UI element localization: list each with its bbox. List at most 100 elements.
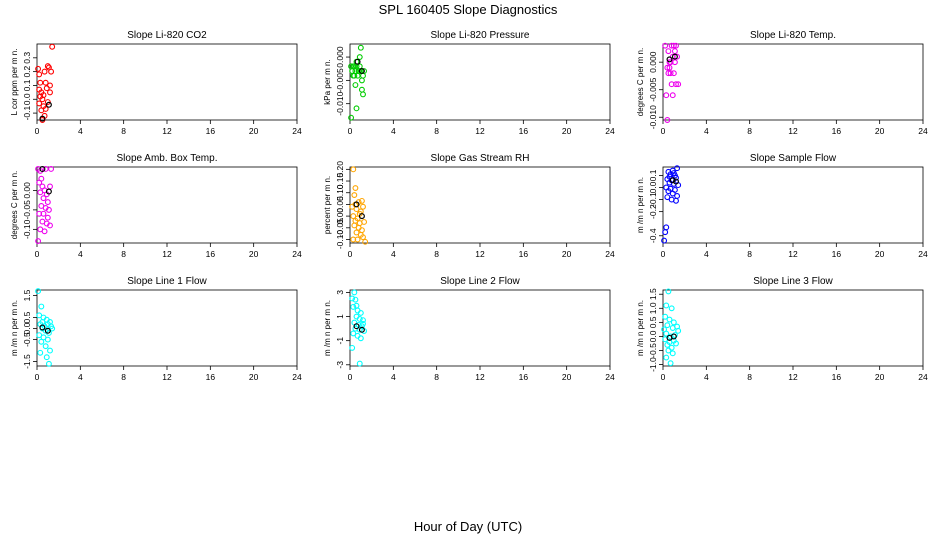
y-tick-label: -0.005 [648,77,658,101]
data-point [669,190,676,197]
x-tick-label: 0 [35,249,40,259]
data-point [673,42,679,49]
x-tick-label: 12 [788,126,798,136]
data-point [666,64,673,71]
data-point [49,43,56,50]
data-point [664,322,671,329]
x-tick-label: 12 [788,372,798,382]
x-tick-label: 24 [605,126,615,136]
data-point [44,99,51,105]
data-point [351,63,358,70]
panel-title: Slope Sample Flow [750,153,837,164]
mean-point [39,115,46,122]
x-tick-label: 20 [249,126,259,136]
panel-3: Slope Li-820 Temp. 0 4 8 12 16 20 24 -0.010 -0.00… [636,30,928,136]
panel-4: Slope Amb. Box Temp. 0 4 8 12 16 20 24 -0.10-0.0… [10,153,302,259]
data-point [37,189,44,196]
data-point [42,79,49,86]
y-tick-label: 0.0 [648,330,658,342]
data-point [662,313,669,320]
x-tick-label: 12 [475,249,485,259]
y-tick-label: -0.010 [648,105,658,129]
x-tick-label: 4 [78,372,83,382]
data-point [352,185,359,191]
data-point [40,195,47,202]
data-point [358,197,365,204]
x-tick-label: 16 [206,372,216,382]
x-tick-label: 16 [832,249,842,259]
x-tick-label: 4 [391,372,396,382]
y-tick-label: -1.5 [22,354,32,369]
y-tick-label: 0.15 [335,172,345,189]
panel-title: Slope Li-820 Temp. [750,30,836,41]
mean-point [358,68,365,75]
data-point [670,170,677,176]
y-tick-label: -3 [335,361,345,369]
data-point [353,302,360,309]
data-point [666,316,673,323]
x-tick-label: 8 [121,372,126,382]
y-tick-label: -0.05 [335,218,345,238]
data-point [667,70,674,77]
y-tick-label: -0.5 [648,343,658,358]
data-point [673,340,679,347]
x-tick-label: 12 [475,126,485,136]
x-tick-label: 8 [121,126,126,136]
x-tick-label: 24 [292,249,302,259]
mean-point [39,324,46,331]
plot-frame [662,166,924,244]
data-point [355,68,362,74]
x-tick-label: 16 [519,126,529,136]
data-point [40,210,47,217]
mean-point [671,53,678,60]
x-tick-label: 8 [747,126,752,136]
y-tick-label: 0.10 [335,184,345,201]
x-tick-label: 12 [788,249,798,259]
data-point [663,354,670,361]
data-point [35,288,42,295]
data-point [42,165,49,172]
panel-title: Slope Amb. Box Temp. [117,153,218,164]
data-point [664,64,671,71]
data-point [353,105,360,112]
y-axis-label: m /m n per m n. [636,300,645,356]
y-tick-label: -0.5 [22,332,32,347]
x-tick-label: 8 [121,249,126,259]
data-point [675,81,682,88]
data-point [673,197,679,204]
y-tick-label: -0.1 [648,192,658,207]
panel-title: Slope Li-820 Pressure [431,30,530,41]
panel-5: Slope Gas Stream RH 0 4 8 12 16 20 24 -0.10-0.05… [323,153,615,259]
data-point [360,320,366,327]
x-tick-label: 0 [35,126,40,136]
x-tick-label: 8 [747,249,752,259]
data-point [47,89,53,96]
x-tick-label: 8 [747,372,752,382]
panel-title: Slope Line 1 Flow [127,276,207,287]
data-point [668,305,675,312]
panel-2: Slope Li-820 Pressure 0 4 8 12 16 20 24 -0.010-0… [323,30,615,136]
x-tick-label: 0 [348,249,353,259]
data-point [669,92,676,99]
data-point [350,72,357,79]
figure-title: SPL 160405 Slope Diagnostics [378,2,558,17]
data-point [41,68,48,75]
x-tick-label: 12 [162,126,172,136]
data-point [35,65,42,72]
x-tick-label: 16 [206,126,216,136]
mean-point [353,201,360,208]
y-axis-label: m /m n per m n. [10,300,19,356]
panel-title: Slope Line 3 Flow [753,276,833,287]
data-point [353,229,360,236]
data-point [40,92,47,99]
y-axis-label: percent per m n. [323,176,332,234]
y-tick-label: -0.005 [335,68,345,92]
y-tick-label: -0.2 [648,204,658,219]
x-tick-label: 16 [832,372,842,382]
mean-point [44,327,51,334]
panel-title: Slope Gas Stream RH [431,153,530,164]
data-point [36,71,43,78]
data-point [664,194,671,201]
x-tick-label: 24 [918,249,928,259]
data-point [666,173,673,180]
